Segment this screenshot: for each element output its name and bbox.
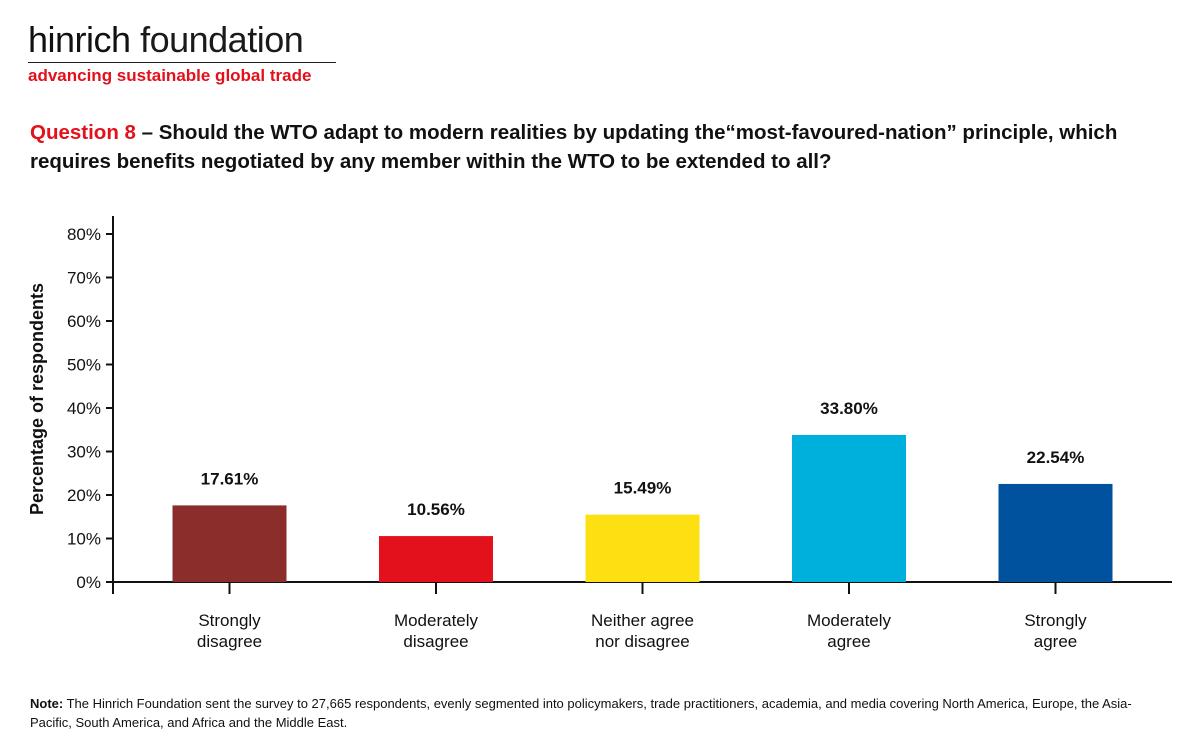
- bar-5: [998, 483, 1113, 582]
- brand-name-part2: foundation: [140, 19, 304, 60]
- footnote: Note: The Hinrich Foundation sent the su…: [30, 694, 1170, 732]
- brand-name: hinrich foundation: [28, 18, 304, 62]
- bar-value-label: 33.80%: [820, 399, 878, 418]
- bar-value-label: 10.56%: [407, 500, 465, 519]
- y-tick-label: 10%: [67, 530, 101, 549]
- x-tick-label: agree: [827, 632, 870, 651]
- bar-value-label: 15.49%: [614, 479, 672, 498]
- x-tick-label: nor disagree: [595, 632, 690, 651]
- question-text: – Should the WTO adapt to modern realiti…: [30, 121, 1118, 173]
- brand-divider: [28, 62, 336, 63]
- x-tick-label: Neither agree: [591, 611, 694, 630]
- brand-tagline: advancing sustainable global trade: [28, 66, 312, 85]
- x-tick-label: Moderately: [807, 611, 892, 630]
- y-axis-title: Percentage of respondents: [27, 283, 47, 515]
- y-tick-label: 50%: [67, 356, 101, 375]
- bar-value-label: 22.54%: [1027, 448, 1085, 467]
- question-number: Question 8: [30, 121, 136, 144]
- bar-chart: 0% 10% 20% 30% 40% 50% 60% 70% 80% Percentage of …: [27, 216, 1172, 651]
- x-tick-label: Strongly: [198, 611, 261, 630]
- y-tick-label: 80%: [67, 225, 101, 244]
- y-tick-label: 70%: [67, 269, 101, 288]
- y-tick-label: 30%: [67, 443, 101, 462]
- bar-2: [379, 536, 493, 582]
- brand-name-part1: hinrich: [28, 19, 131, 60]
- footnote-label: Note:: [30, 696, 64, 711]
- y-tick-label: 40%: [67, 399, 101, 418]
- x-tick-label: Strongly: [1024, 611, 1087, 630]
- x-tick-label: Moderately: [394, 611, 479, 630]
- y-tick-label: 60%: [67, 312, 101, 331]
- bar-3: [585, 514, 700, 582]
- y-tick-label: 0%: [76, 573, 101, 592]
- y-tick-label: 20%: [67, 486, 101, 505]
- footnote-text: The Hinrich Foundation sent the survey t…: [30, 696, 1132, 730]
- bar-1: [172, 505, 287, 582]
- x-tick-label: disagree: [197, 632, 262, 651]
- bar-value-label: 17.61%: [201, 469, 259, 488]
- x-tick-label: disagree: [403, 632, 468, 651]
- bar-4: [792, 434, 906, 582]
- x-tick-label: agree: [1034, 632, 1077, 651]
- chart-question: Question 8 – Should the WTO adapt to mod…: [30, 118, 1180, 176]
